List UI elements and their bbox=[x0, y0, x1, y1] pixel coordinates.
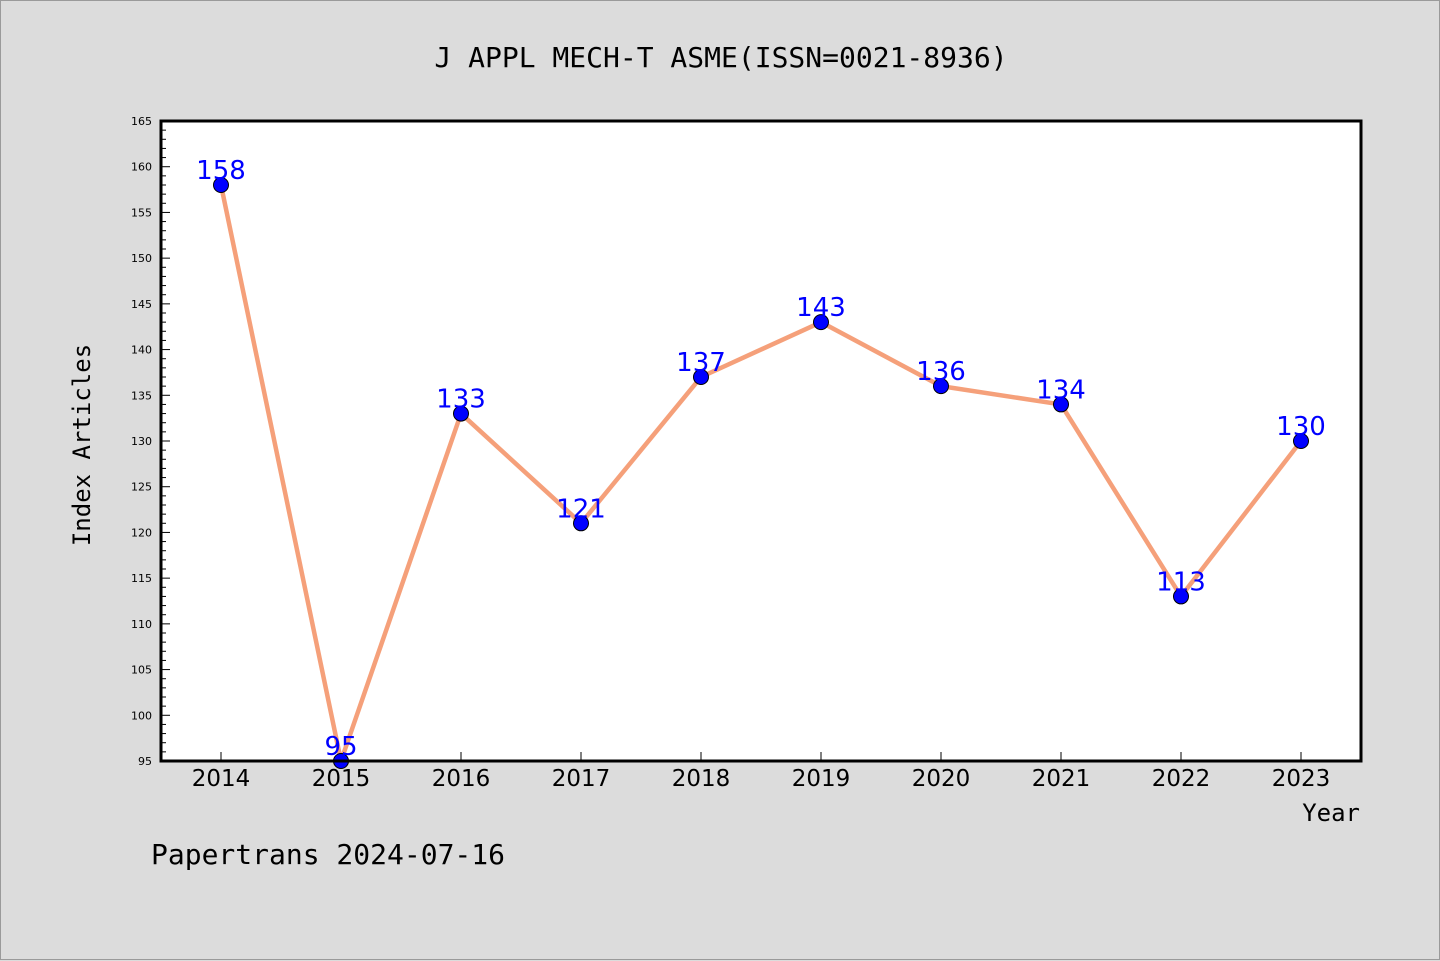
x-tick-label: 2022 bbox=[1152, 766, 1211, 792]
chart-title: J APPL MECH-T ASME(ISSN=0021-8936) bbox=[434, 41, 1007, 74]
x-axis-title: Year bbox=[1302, 799, 1360, 827]
data-label: 136 bbox=[916, 357, 966, 387]
y-tick-label: 165 bbox=[131, 115, 152, 128]
data-label: 121 bbox=[556, 494, 606, 524]
footer-text: Papertrans 2024-07-16 bbox=[151, 838, 505, 871]
y-tick-label: 130 bbox=[131, 435, 152, 448]
data-label: 158 bbox=[196, 156, 246, 186]
x-tick-label: 2014 bbox=[192, 766, 251, 792]
data-point bbox=[453, 405, 469, 422]
x-tick-label: 2023 bbox=[1272, 766, 1331, 792]
x-tick-label: 2020 bbox=[912, 766, 971, 792]
data-point bbox=[1173, 588, 1189, 605]
y-tick-label: 150 bbox=[131, 252, 152, 265]
data-point bbox=[213, 177, 229, 193]
x-tick-label: 2015 bbox=[312, 766, 371, 792]
data-point bbox=[1053, 396, 1069, 413]
y-tick-label: 145 bbox=[131, 298, 152, 311]
y-tick-label: 120 bbox=[131, 526, 152, 539]
y-axis-ticks: 95 100 105 110 115 120 125 130 135 140 145 150 155 16… bbox=[131, 115, 170, 768]
y-tick-label: 160 bbox=[131, 161, 152, 174]
y-tick-label: 105 bbox=[131, 664, 152, 677]
data-label: 134 bbox=[1036, 375, 1086, 405]
plot-area bbox=[161, 121, 1361, 761]
plot-border bbox=[159, 119, 1363, 763]
y-tick-label: 95 bbox=[138, 755, 152, 768]
y-tick-label: 140 bbox=[131, 344, 152, 357]
x-tick-label: 2018 bbox=[672, 766, 731, 792]
data-label: 133 bbox=[436, 385, 486, 415]
y-tick-label: 100 bbox=[131, 709, 152, 722]
x-tick-label: 2019 bbox=[792, 766, 851, 792]
data-point bbox=[933, 378, 949, 395]
y-tick-label: 110 bbox=[131, 618, 152, 631]
x-tick-label: 2016 bbox=[432, 766, 491, 792]
data-point bbox=[573, 515, 589, 532]
x-tick-label: 2021 bbox=[1032, 766, 1091, 792]
data-label: 130 bbox=[1276, 412, 1326, 442]
data-point bbox=[693, 369, 709, 385]
y-axis-title: Index Articles bbox=[68, 344, 96, 546]
data-point bbox=[1293, 433, 1309, 449]
data-label: 143 bbox=[796, 293, 846, 323]
data-label: 95 bbox=[324, 732, 357, 762]
y-tick-label: 115 bbox=[131, 572, 152, 585]
data-label: 137 bbox=[676, 348, 726, 378]
data-labels: 158 95 133 121 137 143 136 134 113 130 bbox=[196, 156, 1326, 762]
y-tick-label: 135 bbox=[131, 389, 152, 402]
y-tick-label: 155 bbox=[131, 206, 152, 219]
x-tick-label: 2017 bbox=[552, 766, 611, 792]
data-point bbox=[813, 314, 829, 331]
y-tick-label: 125 bbox=[131, 481, 152, 494]
data-label: 113 bbox=[1156, 567, 1206, 597]
x-axis-ticks: 2014 2015 2016 2017 2018 2019 2020 2021 2022 2023 bbox=[192, 752, 1331, 792]
series-line bbox=[218, 182, 1304, 764]
